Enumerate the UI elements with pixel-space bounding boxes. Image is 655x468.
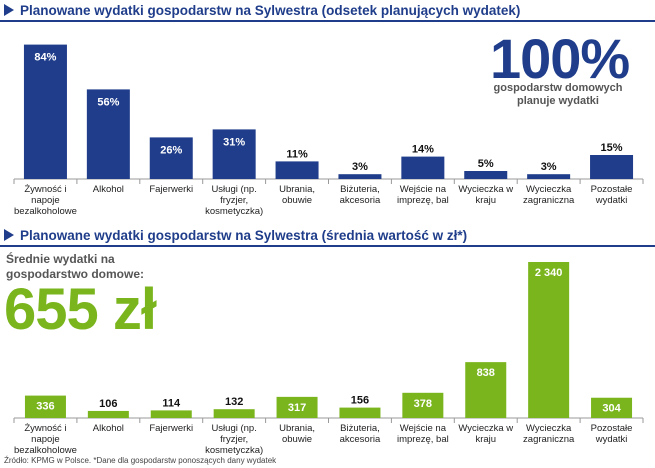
data-label: 56% [97, 96, 119, 108]
category-label: napoje [31, 195, 60, 206]
bar [591, 397, 633, 418]
category-label: Usługi (np. [211, 423, 256, 434]
data-label: 84% [34, 52, 56, 64]
data-label: 14% [412, 144, 434, 156]
category-label: obuwie [282, 434, 312, 445]
bar [401, 156, 445, 179]
data-label: 11% [286, 148, 308, 160]
data-label: 304 [602, 403, 621, 415]
data-label: 156 [351, 395, 369, 407]
data-label: 317 [288, 402, 306, 414]
bar [464, 171, 508, 179]
title-marker-icon [4, 4, 14, 16]
bottom-chart-title-row: Planowane wydatki gospodarstw na Sylwest… [4, 228, 467, 243]
bar [86, 89, 130, 179]
highlight-bottom-caption: Średnie wydatki na gospodarstwo domowe: [6, 252, 144, 281]
bar [339, 407, 381, 418]
category-label: Wycieczka [526, 184, 572, 195]
top-chart-title-row: Planowane wydatki gospodarstw na Sylwest… [4, 3, 520, 18]
category-label: Usługi (np. [211, 184, 256, 195]
bar [24, 395, 66, 418]
category-label: Ubrania, [279, 423, 315, 434]
category-label: kraju [475, 434, 496, 445]
data-label: 336 [36, 401, 54, 413]
category-label: imprezę, bal [397, 195, 449, 206]
category-label: zagraniczna [523, 434, 575, 445]
category-label: Ubrania, [279, 184, 315, 195]
category-label: Fajerwerki [149, 184, 193, 195]
bar [527, 174, 571, 179]
category-label: Wejście na [400, 184, 447, 195]
bar [275, 161, 319, 179]
category-label: Biżuteria, [340, 423, 380, 434]
data-label: 2 340 [535, 267, 563, 279]
category-label: bezalkoholowe [14, 445, 77, 456]
data-label: 15% [601, 142, 623, 154]
category-label: akcesoria [340, 195, 381, 206]
bar [23, 44, 67, 179]
top-title-divider [0, 20, 655, 22]
data-label: 378 [414, 398, 432, 410]
highlight-top-value: 100% [490, 27, 630, 90]
category-label: kosmetyczka) [205, 206, 263, 217]
bar [528, 262, 570, 418]
data-label: 26% [160, 144, 182, 156]
data-label: 5% [478, 158, 494, 170]
bottom-chart-title: Planowane wydatki gospodarstw na Sylwest… [20, 228, 468, 243]
category-label: akcesoria [340, 434, 381, 445]
bottom-title-divider [0, 245, 655, 247]
highlight-bottom-value: 655 zł [4, 277, 157, 342]
bar [149, 137, 193, 179]
bar [338, 174, 382, 179]
category-label: fryzjer, [220, 195, 248, 206]
category-label: bezalkoholowe [14, 206, 77, 217]
category-label: fryzjer, [220, 434, 248, 445]
bar [150, 410, 192, 418]
bar [402, 392, 444, 418]
category-label: zagraniczna [523, 195, 575, 206]
highlight-top-caption: gospodarstw domowych planuje wydatki [493, 82, 623, 107]
category-label: Wycieczka [526, 423, 572, 434]
data-label: 106 [99, 398, 117, 410]
category-label: Pozostałe [591, 184, 633, 195]
title-marker-icon [4, 229, 14, 241]
category-label: Wycieczka w [458, 184, 513, 195]
data-label: 31% [223, 136, 245, 148]
category-label: kosmetyczka) [205, 445, 263, 456]
data-label: 132 [225, 396, 243, 408]
category-label: Żywność i [24, 423, 66, 434]
category-label: Żywność i [24, 184, 66, 195]
category-label: Biżuteria, [340, 184, 380, 195]
category-label: napoje [31, 434, 60, 445]
category-label: Wycieczka w [458, 423, 513, 434]
category-label: Alkohol [93, 184, 124, 195]
data-label: 3% [352, 161, 368, 173]
data-label: 3% [541, 161, 557, 173]
category-label: obuwie [282, 195, 312, 206]
category-label: kraju [475, 195, 496, 206]
category-label: wydatki [595, 195, 628, 206]
source-note: Źródło: KPMG w Polsce. *Dane dla gospoda… [4, 456, 277, 465]
bar [276, 396, 318, 418]
top-chart-title: Planowane wydatki gospodarstw na Sylwest… [20, 3, 521, 18]
category-label: imprezę, bal [397, 434, 449, 445]
bar [465, 362, 507, 418]
bar [590, 155, 634, 179]
category-label: wydatki [595, 434, 628, 445]
data-label: 114 [162, 397, 181, 409]
bar [213, 409, 255, 418]
data-label: 838 [477, 367, 495, 379]
bar [87, 410, 129, 418]
category-label: Alkohol [93, 423, 124, 434]
category-label: Wejście na [400, 423, 447, 434]
category-label: Fajerwerki [149, 423, 193, 434]
category-label: Pozostałe [591, 423, 633, 434]
bar [212, 129, 256, 179]
